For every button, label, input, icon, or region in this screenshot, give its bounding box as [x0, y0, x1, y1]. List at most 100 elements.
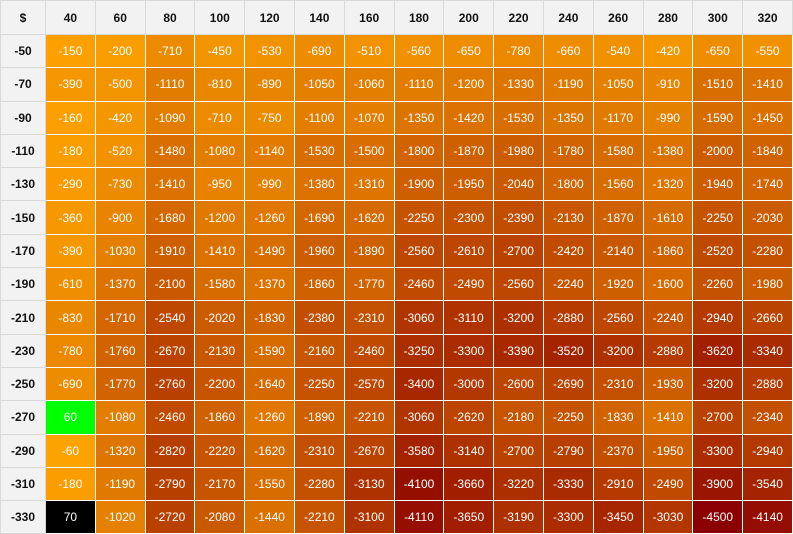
- heatmap-cell: -500: [94, 67, 146, 102]
- heatmap-cell: -1940: [692, 167, 744, 202]
- heatmap-cell: -1110: [393, 67, 445, 102]
- column-header: 220: [493, 0, 544, 35]
- table-row: -110 -180 -520 -1480 -1080 -1140 -1530 -1500 -18…: [0, 133, 793, 169]
- heatmap-cell: -3540: [742, 466, 793, 502]
- heatmap-cell: -1980: [493, 133, 544, 169]
- heatmap-cell: -690: [45, 366, 96, 402]
- heatmap-cell: -1530: [493, 100, 544, 135]
- heatmap-cell: -810: [194, 67, 246, 102]
- heatmap-cell: -2240: [542, 267, 594, 302]
- heatmap-cell: -2030: [742, 200, 793, 235]
- table-row: -250 -690 -1770 -2760 -2200 -1640 -2250 -2570 -3…: [0, 366, 793, 402]
- heatmap-cell: -2420: [542, 233, 594, 269]
- heatmap-cell: -3300: [542, 500, 594, 534]
- heatmap-cell: -2100: [144, 267, 196, 302]
- heatmap-cell: -2760: [144, 366, 196, 402]
- heatmap-cell: -1620: [343, 200, 395, 235]
- heatmap-cell: -1800: [393, 133, 445, 169]
- row-header: -310: [0, 466, 46, 502]
- heatmap-cell: -990: [642, 100, 694, 135]
- heatmap-cell: -450: [194, 33, 246, 69]
- heatmap-cell: -650: [443, 33, 495, 69]
- heatmap-cell: -420: [94, 100, 146, 135]
- heatmap-cell: -4140: [742, 500, 793, 534]
- heatmap-cell: -3060: [393, 300, 445, 335]
- heatmap-cell: -420: [642, 33, 694, 69]
- heatmap-cell: -1610: [642, 200, 694, 235]
- row-header: -210: [0, 300, 46, 335]
- heatmap-cell: -2250: [393, 200, 445, 235]
- heatmap-cell: -3200: [493, 300, 544, 335]
- heatmap-cell: -3200: [592, 333, 644, 368]
- heatmap-cell: -1710: [94, 300, 146, 335]
- heatmap-cell: -2200: [194, 366, 246, 402]
- heatmap-cell: -1200: [443, 67, 495, 102]
- heatmap-cell: -1080: [194, 133, 246, 169]
- heatmap-cell: -2170: [194, 466, 246, 502]
- heatmap-cell: -2280: [293, 466, 345, 502]
- column-header: 140: [293, 0, 345, 35]
- heatmap-cell: -3300: [443, 333, 495, 368]
- column-header: 60: [94, 0, 146, 35]
- heatmap-cell: 60: [45, 400, 96, 435]
- heatmap-cell: -2570: [343, 366, 395, 402]
- heatmap-cell: -2160: [293, 333, 345, 368]
- row-header: -270: [0, 400, 46, 435]
- heatmap-cell: -1480: [144, 133, 196, 169]
- heatmap-cell: -3330: [542, 466, 594, 502]
- heatmap-cell: -1060: [343, 67, 395, 102]
- heatmap-cell: -2020: [194, 300, 246, 335]
- table-body: -50 -150 -200 -710 -450 -530 -690 -510 -560 -650-…: [0, 33, 793, 534]
- heatmap-cell: -1900: [393, 167, 445, 202]
- corner-cell: $: [0, 0, 46, 35]
- heatmap-cell: -1050: [293, 67, 345, 102]
- heatmap-cell: -1260: [244, 200, 295, 235]
- heatmap-cell: -1320: [642, 167, 694, 202]
- heatmap-cell: -2390: [493, 200, 544, 235]
- heatmap-cell: -1830: [244, 300, 295, 335]
- heatmap-cell: -2880: [742, 366, 793, 402]
- heatmap-cell: -1410: [144, 167, 196, 202]
- heatmap-cell: -1860: [642, 233, 694, 269]
- heatmap-cell: -2700: [493, 433, 544, 468]
- heatmap-cell: -180: [45, 133, 96, 169]
- heatmap-cell: -160: [45, 100, 96, 135]
- heatmap-cell: -290: [45, 167, 96, 202]
- heatmap-cell: -1740: [742, 167, 793, 202]
- heatmap-cell: -200: [94, 33, 146, 69]
- heatmap-cell: -1070: [343, 100, 395, 135]
- table-row: -210 -830 -1710 -2540 -2020 -1830 -2380 -2310 -3…: [0, 300, 793, 335]
- heatmap-cell: -2490: [443, 267, 495, 302]
- column-header: 160: [343, 0, 395, 35]
- heatmap-cell: -180: [45, 466, 96, 502]
- heatmap-cell: -1640: [244, 366, 295, 402]
- heatmap-cell: -1680: [144, 200, 196, 235]
- heatmap-cell: -780: [493, 33, 544, 69]
- heatmap-cell: -690: [293, 33, 345, 69]
- heatmap-cell: -390: [45, 233, 96, 269]
- heatmap-cell: -1590: [244, 333, 295, 368]
- column-header: 40: [45, 0, 96, 35]
- column-header: 180: [393, 0, 445, 35]
- table-row: -150 -360 -900 -1680 -1200 -1260 -1690 -1620 -22…: [0, 200, 793, 235]
- heatmap-cell: -3390: [493, 333, 544, 368]
- heatmap-cell: -540: [592, 33, 644, 69]
- table-row: -50 -150 -200 -710 -450 -530 -690 -510 -560 -650-…: [0, 33, 793, 69]
- heatmap-cell: -2620: [443, 400, 495, 435]
- heatmap-cell: -2560: [493, 267, 544, 302]
- heatmap-cell: -910: [642, 67, 694, 102]
- heatmap-cell: -2380: [293, 300, 345, 335]
- heatmap-cell: -2600: [493, 366, 544, 402]
- heatmap-cell: -3140: [443, 433, 495, 468]
- heatmap-cell: -3250: [393, 333, 445, 368]
- heatmap-cell: -730: [94, 167, 146, 202]
- heatmap-cell: -150: [45, 33, 96, 69]
- heatmap-cell: -1950: [443, 167, 495, 202]
- heatmap-cell: -3340: [742, 333, 793, 368]
- heatmap-cell: -4500: [692, 500, 744, 534]
- heatmap-cell: -1320: [94, 433, 146, 468]
- heatmap-cell: -1410: [642, 400, 694, 435]
- heatmap-cell: -1020: [94, 500, 146, 534]
- row-header: -90: [0, 100, 46, 135]
- row-header: -70: [0, 67, 46, 102]
